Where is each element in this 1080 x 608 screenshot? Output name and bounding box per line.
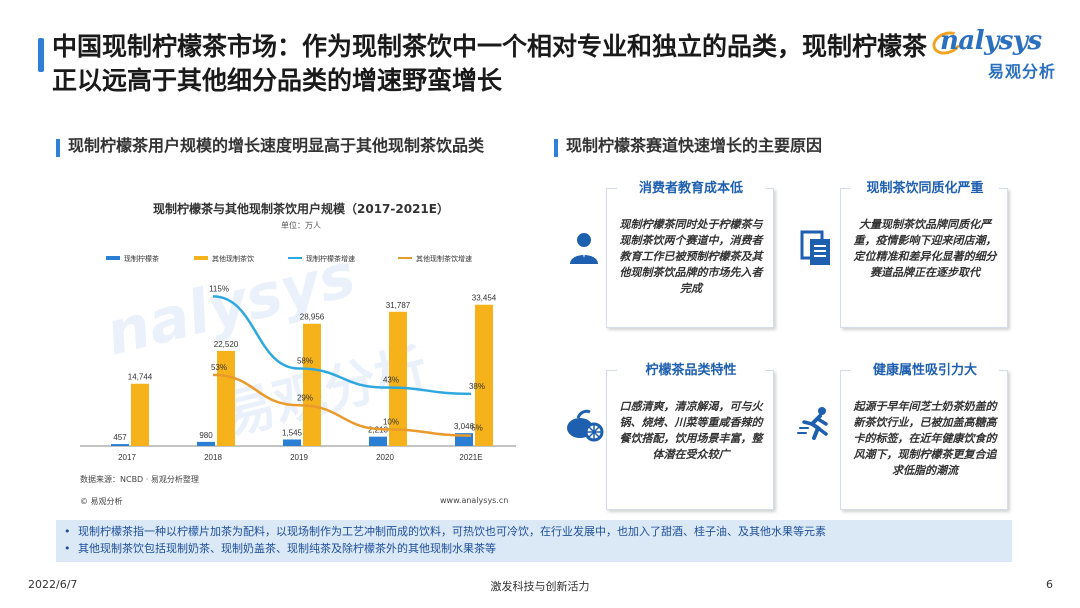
legend-label: 现制柠檬茶增速 [306,254,355,263]
chart-svg: 现制柠檬茶 其他现制茶饮 现制柠檬茶增速 其他现制茶饮增速 2017 457 14,744 2… [80,254,516,462]
bar-value-label: 14,744 [128,373,153,382]
reason-card-title: 柠檬茶品类特性 [617,363,765,387]
x-tick-label: 2020 [376,453,394,462]
line-value-label: 43% [383,376,399,385]
legend-label: 其他现制茶饮 [212,254,254,263]
bar [369,436,387,446]
legend-label: 现制柠檬茶 [124,254,159,263]
note-text: 现制柠檬茶指一种以柠檬片加茶为配料，以现场制作为工艺冲制而成的饮料，可热饮也可冷… [78,525,826,538]
bar-value-label: 22,520 [214,340,239,349]
chart-unit: 单位：万人 [281,221,321,230]
bar [197,441,215,446]
reason-card-2: 现制茶饮同质化严重 大量现制茶饮品牌同质化严重，疫情影响下迎来闭店潮，定位精准和… [840,181,1008,328]
chart-source: 数据来源：NCBD · 易观分析整理 [80,475,199,484]
note-text: 其他现制茶饮包括现制奶茶、现制奶盖茶、现制纯茶及除柠檬茶外的其他现制水果茶等 [78,542,496,555]
reason-card-title: 健康属性吸引力大 [851,363,999,387]
runner-icon [796,404,836,444]
legend-label: 其他现制茶饮增速 [416,254,472,263]
reason-card-body: 起源于早年间芝士奶茶奶盖的新茶饮行业，已被加盖高糖高卡的标签，在近年健康饮食的风… [853,400,997,477]
logo-brand: nalysys [940,26,1042,56]
analysys-logo: nalysys 易观分析 [929,26,1070,86]
bar [303,323,321,446]
bar-value-label: 457 [113,433,127,442]
bar-value-label: 980 [199,431,213,440]
bar-value-label: 3,046 [454,422,475,431]
bar [131,383,149,446]
reason-card-title: 现制茶饮同质化严重 [851,181,999,205]
right-subtitle: 现制柠檬茶赛道快速增长的主要原因 [566,136,823,155]
left-subtitle: 现制柠檬茶用户规模的增长速度明显高于其他现制茶饮品类 [68,136,485,155]
chart-website[interactable]: www.analysys.cn [440,496,509,505]
reason-card-4: 健康属性吸引力大 起源于早年间芝士奶茶奶盖的新茶饮行业，已被加盖高糖高卡的标签，… [840,363,1008,510]
bar [111,444,129,446]
logo-brand-cn: 易观分析 [988,62,1057,81]
left-subtitle-bar [56,139,60,157]
footer-date: 2022/6/7 [28,578,78,591]
bullet-icon: • [64,525,71,538]
definition-notes: • 现制柠檬茶指一种以柠檬片加茶为配料，以现场制作为工艺冲制而成的饮料，可热饮也可… [56,520,1012,562]
documents-icon [796,228,836,268]
chart-title: 现制柠檬茶与其他现制茶饮用户规模（2017-2021E） [153,202,449,216]
line-value-label: 10% [383,417,399,426]
x-tick-label: 2017 [118,453,136,462]
x-tick-label: 2018 [204,453,222,462]
line-value-label: 115% [209,284,229,293]
bar [389,311,407,446]
page-title: 中国现制柠檬茶市场：作为现制茶饮中一个相对专业和独立的品类，现制柠檬茶正以远高于… [52,32,928,95]
right-subtitle-bar [554,139,558,157]
line-value-label: 53% [211,363,227,372]
series-line [212,295,472,396]
series-line [212,373,472,437]
bullet-icon: • [64,542,71,555]
lemon-icon [564,404,604,444]
bar-value-label: 1,545 [282,428,303,437]
line-value-label: 29% [297,393,313,402]
note-item: • 现制柠檬茶指一种以柠檬片加茶为配料，以现场制作为工艺冲制而成的饮料，可热饮也可… [64,523,1004,540]
bar-value-label: 28,956 [300,313,325,322]
user-scale-chart: 现制柠檬茶与其他现制茶饮用户规模（2017-2021E） 单位：万人 现制柠檬茶… [76,192,526,510]
x-tick-label: 2019 [290,453,308,462]
legend-swatch [106,256,120,260]
line-value-label: 5% [471,424,483,433]
reason-card-1: 消费者教育成本低 现制柠檬茶同时处于柠檬茶与现制茶饮两个赛道中，消费者教育工作已… [606,181,774,328]
line-value-label: 58% [297,357,313,366]
footer-tagline: 激发科技与创新活力 [490,580,590,593]
title-accent-bar [38,38,44,72]
line-value-label: 38% [469,382,485,391]
bar [475,304,493,446]
bar [283,439,301,446]
user-icon [564,228,604,268]
reason-card-body: 现制柠檬茶同时处于柠檬茶与现制茶饮两个赛道中，消费者教育工作已被预制柠檬茶及其他… [619,218,763,295]
chart-copyright: © 易观分析 [80,497,123,506]
legend-swatch [194,256,208,260]
bar-value-label: 31,787 [386,301,411,310]
reason-card-body: 大量现制茶饮品牌同质化严重，疫情影响下迎来闭店潮，定位精准和差异化显著的细分赛道… [853,218,997,279]
reason-card-body: 口感清爽，清凉解渴，可与火锅、烧烤、川菜等重咸香辣的餐饮搭配，饮用场景丰富，整体… [619,400,763,461]
page-number: 6 [1046,578,1053,591]
x-tick-label: 2021E [459,453,482,462]
reason-card-3: 柠檬茶品类特性 口感清爽，清凉解渴，可与火锅、烧烤、川菜等重咸香辣的餐饮搭配，饮… [606,363,774,510]
bar-value-label: 33,454 [472,294,497,303]
note-item: • 其他现制茶饮包括现制奶茶、现制奶盖茶、现制纯茶及除柠檬茶外的其他现制水果茶等 [64,540,1004,557]
reason-card-title: 消费者教育成本低 [617,181,765,205]
